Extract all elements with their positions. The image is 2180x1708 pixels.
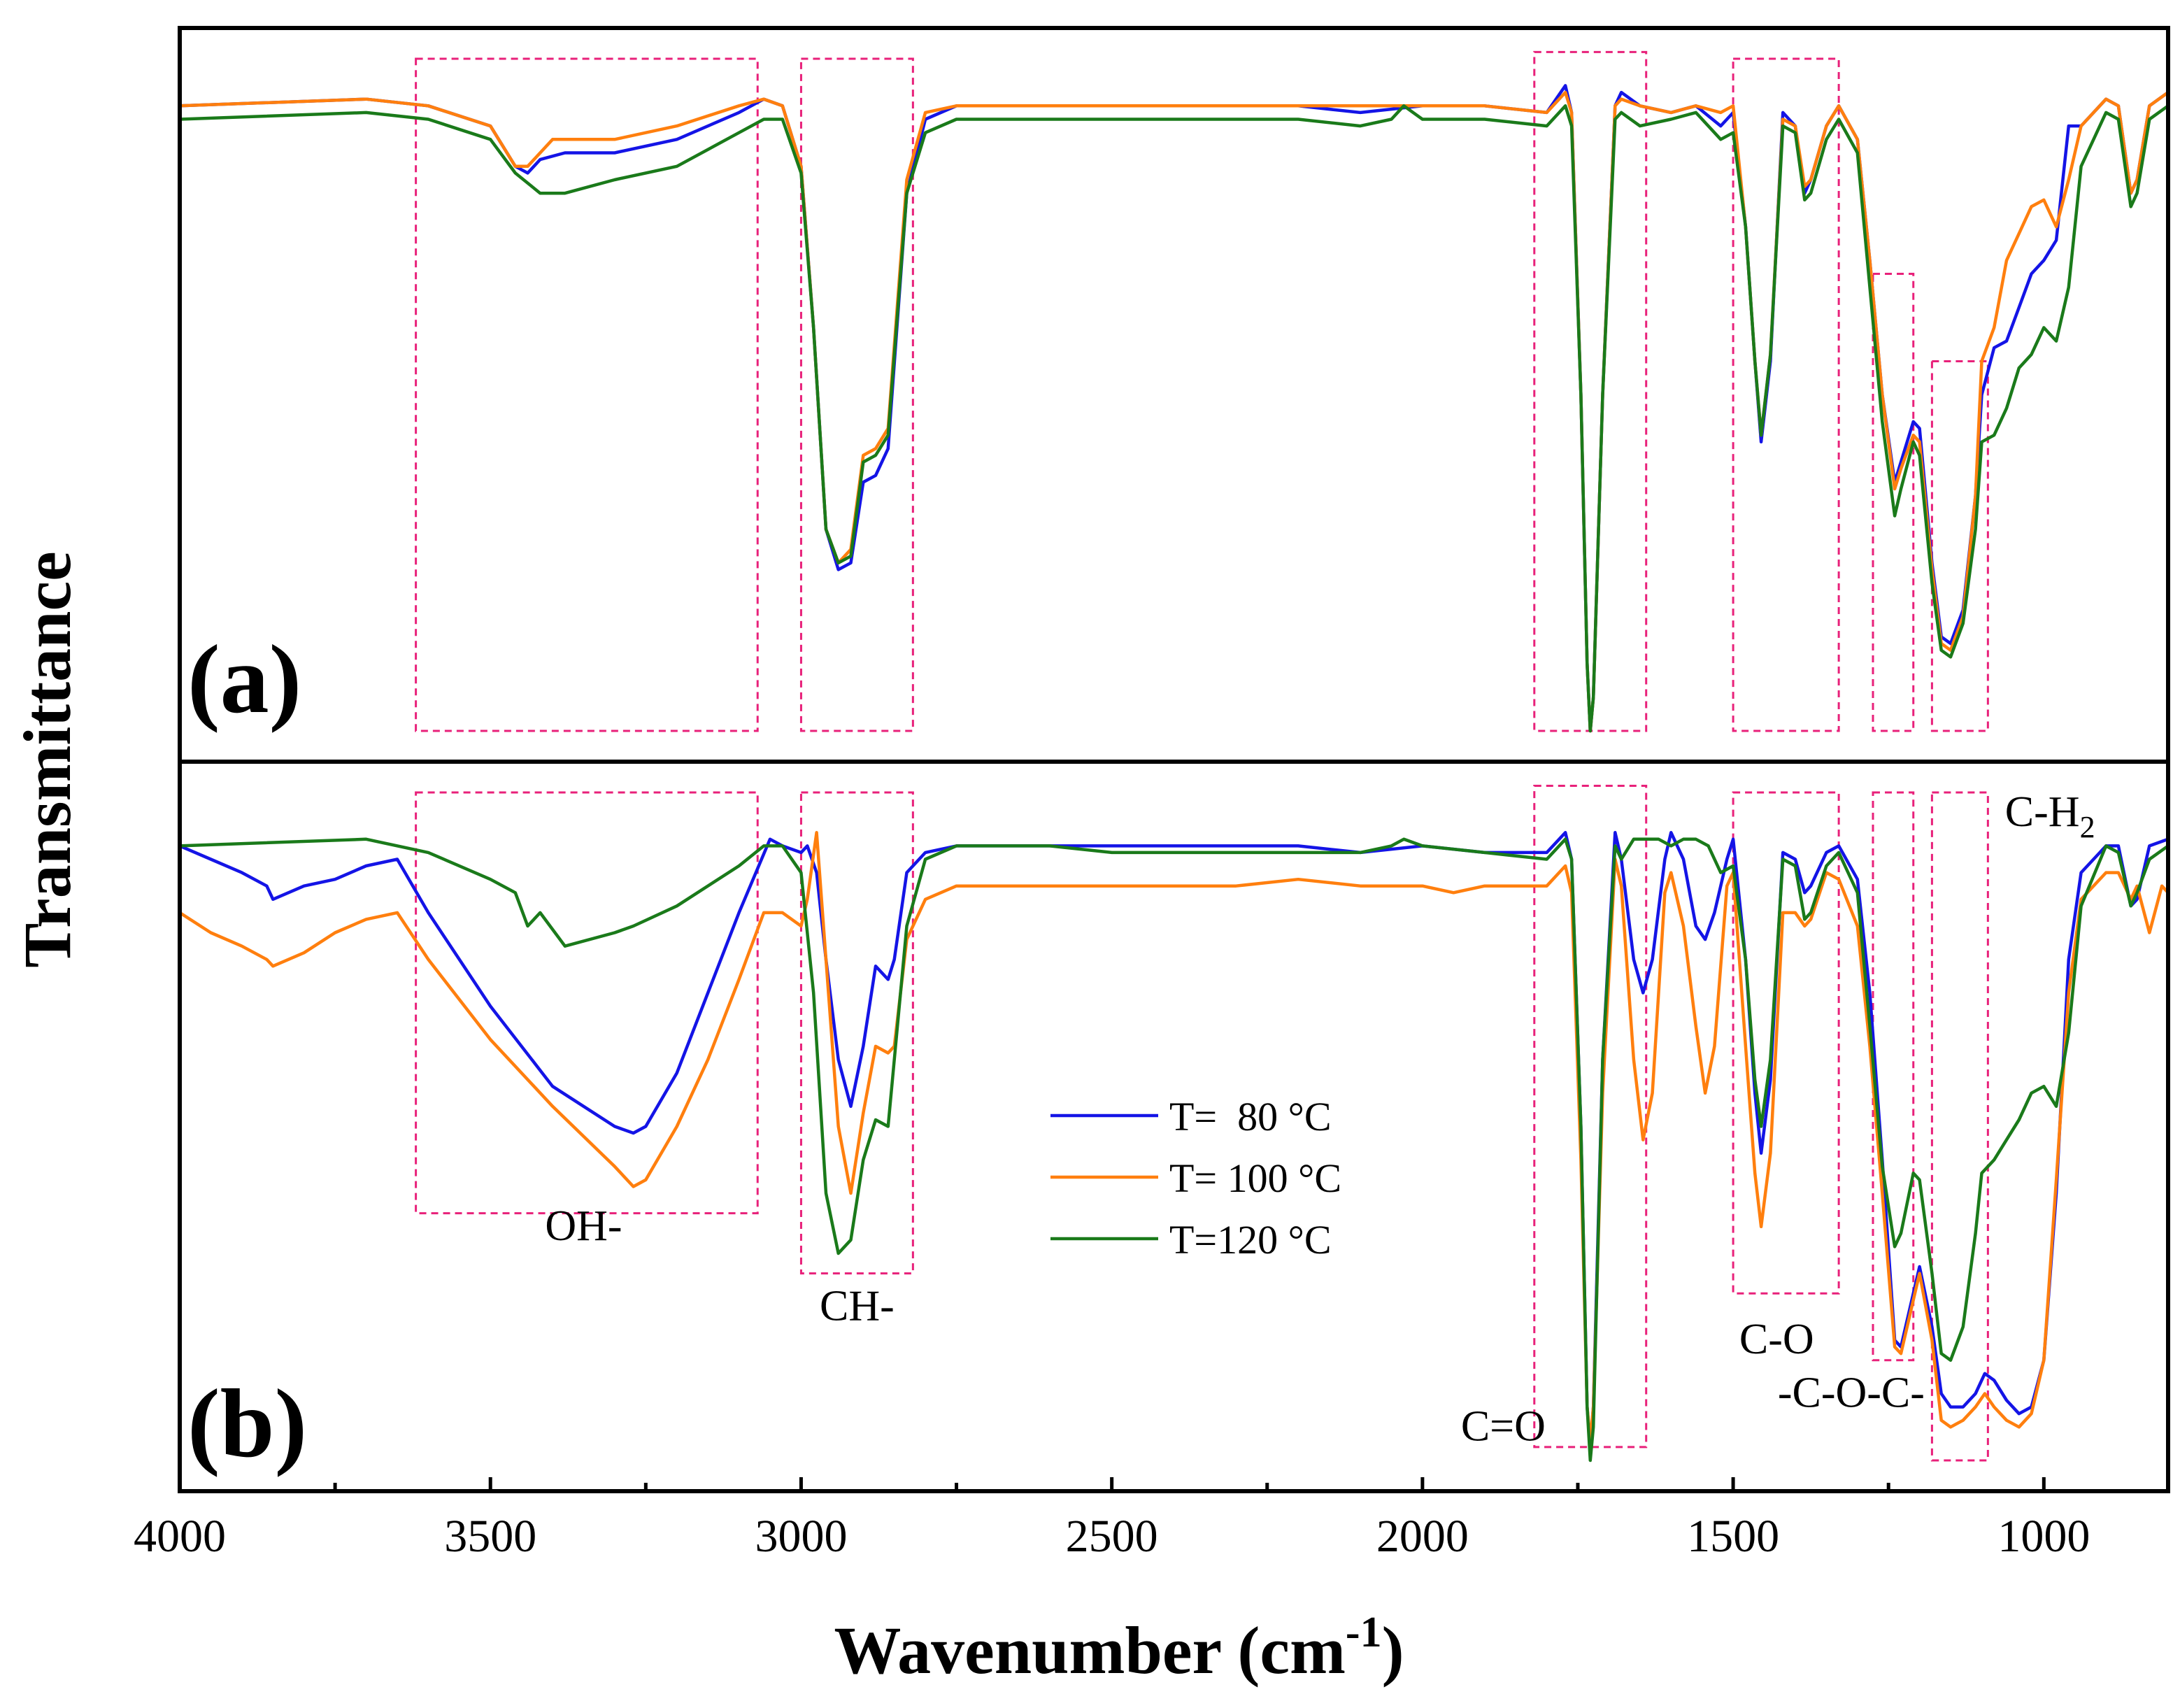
series-a-t120 — [179, 104, 2170, 733]
annotation-subscript: 2 — [2080, 810, 2095, 844]
annotation-c-o: C-O — [1739, 1316, 1814, 1363]
legend-label-100: T= 100 °C — [1169, 1155, 1341, 1201]
x-tick-label-3500: 3500 — [444, 1511, 536, 1562]
region-box-a-3 — [1533, 50, 1648, 732]
annotation-oh: OH- — [545, 1202, 622, 1250]
annotation-c-o-c: -C-O-C- — [1778, 1369, 1925, 1417]
region-box-b-6 — [1930, 791, 1989, 1462]
annotation-boxes — [415, 50, 1989, 1462]
x-axis-title-sup: -1 — [1346, 1609, 1382, 1656]
y-axis-title: Transmittance — [10, 551, 85, 967]
x-tick-label-1000: 1000 — [1997, 1511, 2090, 1562]
series-a-t80 — [179, 84, 2170, 733]
region-box-a-4 — [1732, 57, 1840, 732]
x-tick-label-1500: 1500 — [1687, 1511, 1779, 1562]
series-b-t120 — [179, 837, 2170, 1463]
x-axis-title: Wavenumber (cm-1) — [834, 1609, 1404, 1688]
panel-label-a: (a) — [187, 625, 301, 734]
x-axis-ticks: 4000 3500 3000 2500 2000 1500 1000 — [134, 1477, 2090, 1562]
annotation-c-h: C-H2 — [2005, 788, 2095, 844]
x-tick-label-2500: 2500 — [1066, 1511, 1158, 1562]
region-box-b-1 — [415, 791, 759, 1215]
region-box-b-3 — [1533, 784, 1648, 1449]
region-box-b-4 — [1732, 791, 1840, 1295]
series-lines — [178, 84, 2170, 1463]
x-tick-label-2000: 2000 — [1376, 1511, 1469, 1562]
series-b-t80 — [179, 831, 2169, 1449]
x-tick-label-3000: 3000 — [755, 1511, 847, 1562]
x-tick-label-4000: 4000 — [134, 1511, 226, 1562]
annotation-c-o: C=O — [1461, 1402, 1546, 1450]
legend-label-120: T=120 °C — [1169, 1217, 1332, 1262]
region-box-a-5 — [1872, 273, 1915, 732]
series-a-t100 — [179, 90, 2170, 733]
panel-label-b: (b) — [187, 1369, 307, 1478]
plot-frame — [178, 26, 2170, 1493]
annotation-ch: CH- — [820, 1282, 895, 1330]
region-box-b-5 — [1872, 791, 1915, 1362]
region-box-b-2 — [799, 791, 914, 1275]
legend: T= 80 °C T= 100 °C T=120 °C — [1050, 1094, 1341, 1262]
x-axis-title-close: ) — [1382, 1613, 1404, 1688]
x-axis-title-main: Wavenumber (cm — [834, 1613, 1345, 1688]
region-box-a-1 — [415, 57, 759, 732]
peak-annotations: OH- CH- C=O C-O -C-O-C- C-H2 — [545, 788, 2095, 1451]
legend-label-80: T= 80 °C — [1169, 1094, 1332, 1139]
